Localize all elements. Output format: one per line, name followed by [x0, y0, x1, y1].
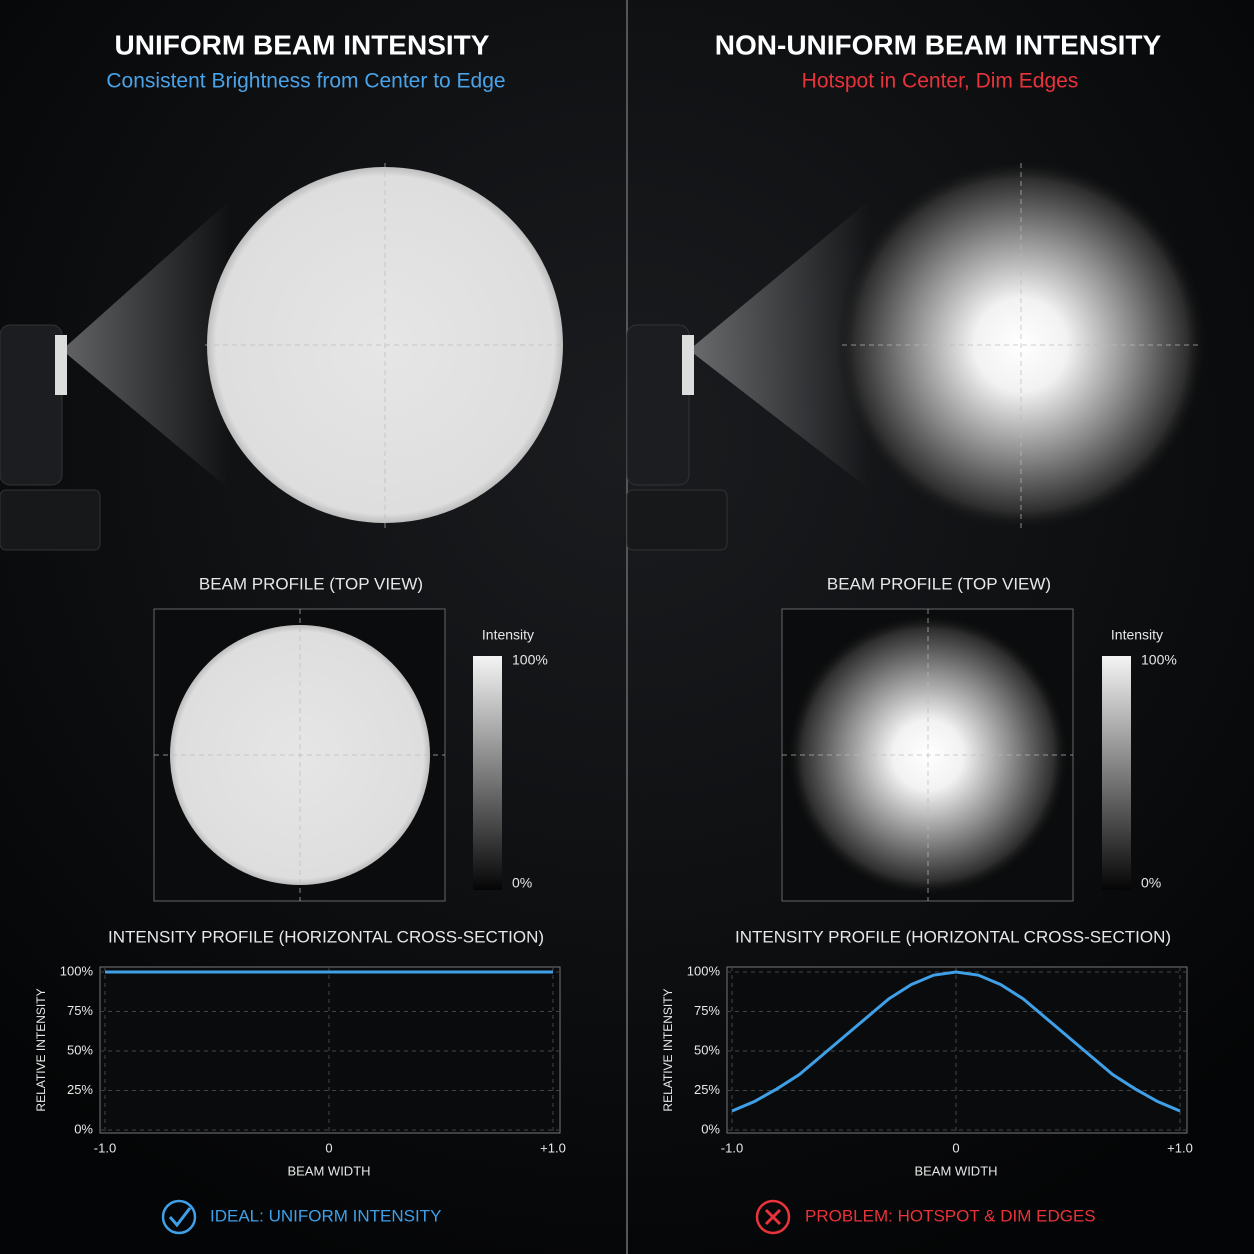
plot-frame [726, 966, 1188, 1134]
plot-frame [99, 966, 561, 1134]
verdict: PROBLEM: HOTSPOT & DIM EDGES [805, 1206, 1096, 1225]
panel-subtitle: Consistent Brightness from Center to Edg… [106, 70, 505, 93]
legend-label: 0% [512, 875, 532, 891]
x-axis-label: BEAM WIDTH [914, 1163, 997, 1178]
x-axis-label: BEAM WIDTH [287, 1163, 370, 1178]
color-bar [1102, 656, 1131, 890]
y-axis-label: RELATIVE INTENSITY [661, 988, 675, 1111]
section-title: BEAM PROFILE (TOP VIEW) [199, 574, 423, 593]
x-tick-label: +1.0 [540, 1140, 566, 1155]
fixture [0, 324, 101, 551]
light-cone [62, 200, 230, 490]
cross-icon [755, 1199, 791, 1235]
section-title: BEAM PROFILE (TOP VIEW) [827, 574, 1051, 593]
y-tick-label: 75% [67, 1003, 93, 1018]
panel-subtitle: Hotspot in Center, Dim Edges [802, 70, 1079, 93]
chart-title: INTENSITY PROFILE (HORIZONTAL CROSS-SECT… [735, 927, 1171, 946]
panel-title: NON-UNIFORM BEAM INTENSITY [715, 29, 1162, 60]
legend-title: Intensity [1111, 627, 1163, 643]
legend-label: 100% [512, 652, 548, 668]
y-axis-label: RELATIVE INTENSITY [34, 988, 48, 1111]
y-tick-label: 50% [694, 1042, 720, 1057]
x-tick-label: 0 [325, 1140, 332, 1155]
y-tick-label: 0% [74, 1121, 93, 1136]
panel-title: UNIFORM BEAM INTENSITY [115, 29, 490, 60]
check-icon [161, 1199, 197, 1235]
verdict: IDEAL: UNIFORM INTENSITY [210, 1206, 441, 1225]
y-tick-label: 25% [694, 1082, 720, 1097]
fixture [626, 324, 728, 551]
y-tick-label: 50% [67, 1042, 93, 1057]
x-tick-label: -1.0 [721, 1140, 743, 1155]
x-tick-label: 0 [952, 1140, 959, 1155]
data-line [731, 970, 1181, 1113]
legend-label: 0% [1141, 875, 1161, 891]
legend-label: 100% [1141, 652, 1177, 668]
color-bar [473, 656, 502, 890]
x-tick-label: +1.0 [1167, 1140, 1193, 1155]
y-tick-label: 0% [701, 1121, 720, 1136]
y-tick-label: 75% [694, 1003, 720, 1018]
y-tick-label: 25% [67, 1082, 93, 1097]
light-cone [689, 200, 870, 490]
x-tick-label: -1.0 [94, 1140, 116, 1155]
chart-title: INTENSITY PROFILE (HORIZONTAL CROSS-SECT… [108, 927, 544, 946]
y-tick-label: 100% [687, 963, 721, 978]
y-tick-label: 100% [60, 963, 94, 978]
legend-title: Intensity [482, 627, 534, 643]
